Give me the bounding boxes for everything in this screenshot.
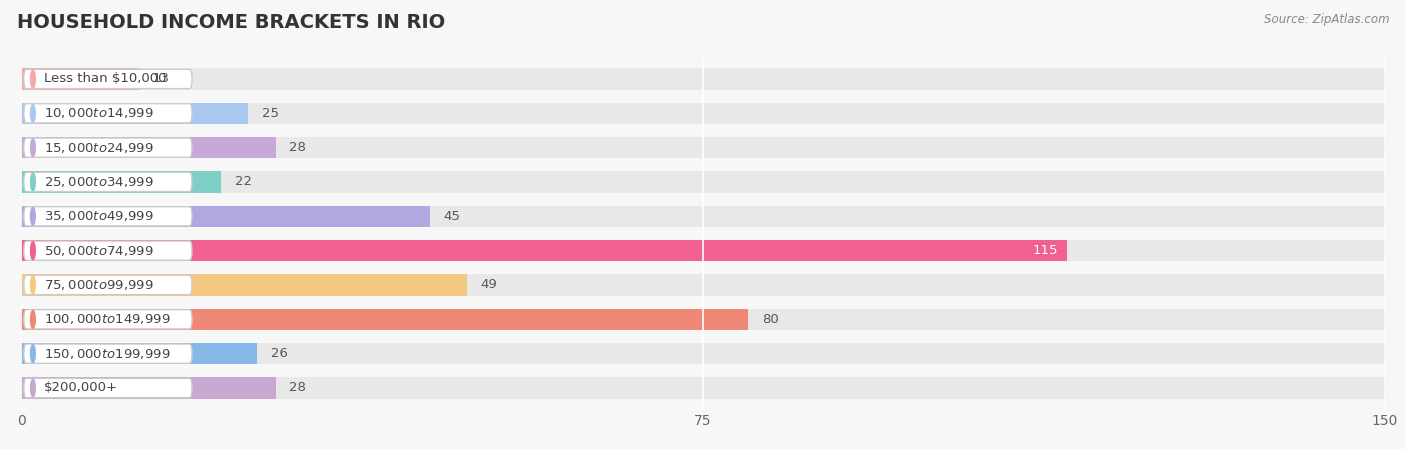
Text: HOUSEHOLD INCOME BRACKETS IN RIO: HOUSEHOLD INCOME BRACKETS IN RIO	[17, 13, 446, 32]
Circle shape	[31, 173, 35, 191]
Text: $25,000 to $34,999: $25,000 to $34,999	[44, 175, 153, 189]
Bar	[21, 274, 1385, 295]
Bar	[21, 103, 1385, 124]
Circle shape	[31, 139, 35, 157]
Text: 49: 49	[481, 278, 496, 291]
Text: $75,000 to $99,999: $75,000 to $99,999	[44, 278, 153, 292]
Bar	[21, 343, 257, 364]
Text: 22: 22	[235, 176, 252, 189]
Circle shape	[31, 276, 35, 294]
Bar	[21, 68, 1385, 90]
Bar	[21, 377, 1385, 399]
Text: $150,000 to $199,999: $150,000 to $199,999	[44, 347, 170, 361]
FancyBboxPatch shape	[24, 344, 193, 363]
Bar	[21, 172, 1385, 193]
Bar	[21, 137, 276, 158]
Text: $15,000 to $24,999: $15,000 to $24,999	[44, 141, 153, 154]
Text: 25: 25	[262, 107, 278, 120]
Bar	[21, 103, 249, 124]
Circle shape	[31, 345, 35, 363]
Bar	[21, 308, 748, 330]
FancyBboxPatch shape	[24, 207, 193, 226]
Bar	[21, 308, 1385, 330]
Circle shape	[31, 70, 35, 88]
Circle shape	[31, 104, 35, 122]
Text: Less than $10,000: Less than $10,000	[44, 72, 166, 85]
Text: 115: 115	[1032, 244, 1057, 257]
Text: 26: 26	[271, 347, 288, 360]
Bar	[21, 137, 1385, 158]
Text: $100,000 to $149,999: $100,000 to $149,999	[44, 313, 170, 326]
Bar	[21, 240, 1385, 261]
Circle shape	[31, 310, 35, 328]
Circle shape	[31, 242, 35, 260]
Text: 28: 28	[290, 382, 307, 395]
Text: $35,000 to $49,999: $35,000 to $49,999	[44, 209, 153, 223]
Bar	[21, 377, 276, 399]
Text: $10,000 to $14,999: $10,000 to $14,999	[44, 106, 153, 120]
FancyBboxPatch shape	[24, 138, 193, 157]
Text: 80: 80	[762, 313, 779, 326]
FancyBboxPatch shape	[24, 241, 193, 260]
Bar	[21, 172, 221, 193]
Bar	[21, 206, 430, 227]
Text: 45: 45	[444, 210, 461, 223]
Text: $50,000 to $74,999: $50,000 to $74,999	[44, 244, 153, 258]
FancyBboxPatch shape	[24, 379, 193, 398]
Circle shape	[31, 379, 35, 397]
FancyBboxPatch shape	[24, 310, 193, 329]
FancyBboxPatch shape	[24, 172, 193, 192]
Bar	[21, 68, 139, 90]
Bar	[21, 274, 467, 295]
Circle shape	[31, 207, 35, 225]
Text: Source: ZipAtlas.com: Source: ZipAtlas.com	[1264, 13, 1389, 26]
Bar	[21, 240, 1067, 261]
FancyBboxPatch shape	[24, 104, 193, 123]
Text: 28: 28	[290, 141, 307, 154]
Bar	[21, 206, 1385, 227]
Text: $200,000+: $200,000+	[44, 382, 118, 395]
FancyBboxPatch shape	[24, 275, 193, 295]
FancyBboxPatch shape	[24, 69, 193, 88]
Bar	[21, 343, 1385, 364]
Text: 13: 13	[153, 72, 170, 85]
